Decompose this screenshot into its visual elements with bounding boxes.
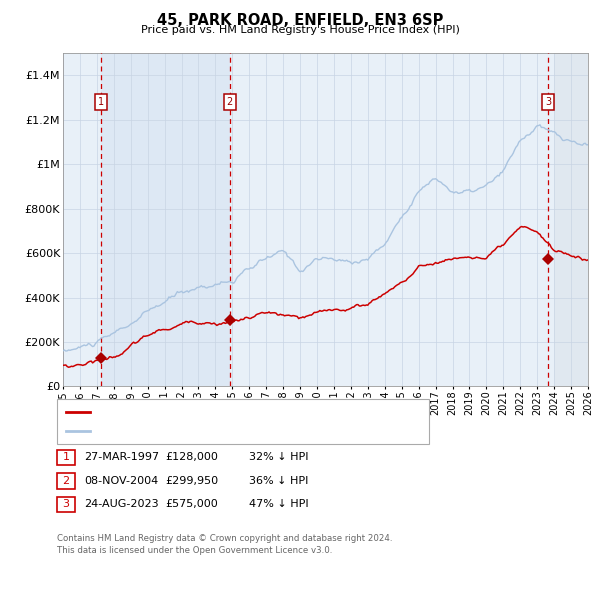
Text: 2: 2 (62, 476, 70, 486)
Bar (554, 53, 588, 386)
Text: Price paid vs. HM Land Registry's House Price Index (HPI): Price paid vs. HM Land Registry's House … (140, 25, 460, 35)
Text: 08-NOV-2004: 08-NOV-2004 (84, 476, 158, 486)
Bar (101, 53, 230, 386)
Text: £128,000: £128,000 (165, 453, 218, 462)
Text: 24-AUG-2023: 24-AUG-2023 (84, 500, 158, 509)
Text: 36% ↓ HPI: 36% ↓ HPI (249, 476, 308, 486)
Text: Contains HM Land Registry data © Crown copyright and database right 2024.
This d: Contains HM Land Registry data © Crown c… (57, 534, 392, 555)
Text: 3: 3 (62, 500, 70, 509)
Text: 32% ↓ HPI: 32% ↓ HPI (249, 453, 308, 462)
Text: £575,000: £575,000 (165, 500, 218, 509)
Text: 3: 3 (545, 97, 551, 107)
Text: HPI: Average price, detached house, Enfield: HPI: Average price, detached house, Enfi… (94, 426, 323, 435)
Text: 27-MAR-1997: 27-MAR-1997 (84, 453, 159, 462)
Text: 45, PARK ROAD, ENFIELD, EN3 6SP: 45, PARK ROAD, ENFIELD, EN3 6SP (157, 13, 443, 28)
Text: 1: 1 (62, 453, 70, 462)
Text: 1: 1 (98, 97, 104, 107)
Text: 2: 2 (227, 97, 233, 107)
Text: £299,950: £299,950 (165, 476, 218, 486)
Text: 47% ↓ HPI: 47% ↓ HPI (249, 500, 308, 509)
Text: 45, PARK ROAD, ENFIELD, EN3 6SP (detached house): 45, PARK ROAD, ENFIELD, EN3 6SP (detache… (94, 407, 370, 417)
